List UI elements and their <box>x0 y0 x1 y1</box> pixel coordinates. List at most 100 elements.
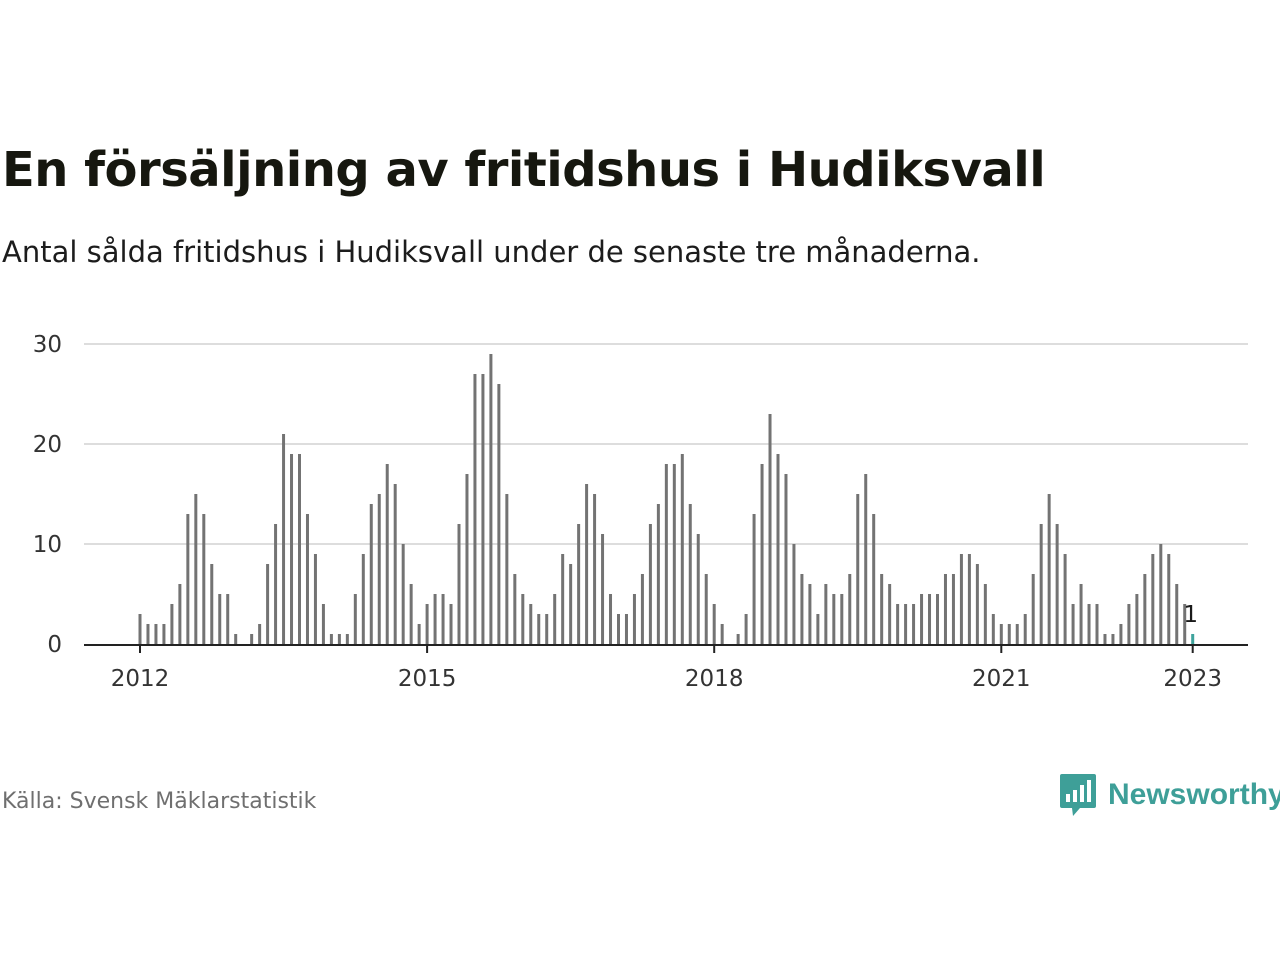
bar <box>345 634 349 644</box>
y-tick-label: 10 <box>33 532 62 558</box>
bar <box>776 454 780 644</box>
bar <box>473 374 477 644</box>
bar <box>170 604 174 644</box>
bar <box>808 584 812 644</box>
bar <box>1119 624 1123 644</box>
bar <box>800 574 804 644</box>
bar <box>632 594 636 644</box>
bar <box>585 484 589 644</box>
bar <box>449 604 453 644</box>
bar <box>441 594 445 644</box>
bar <box>561 554 565 644</box>
x-tick-label: 2012 <box>111 666 170 692</box>
bar <box>967 554 971 644</box>
bar <box>569 564 573 644</box>
bar <box>138 614 142 644</box>
bar <box>521 594 525 644</box>
bar <box>1055 524 1059 644</box>
bar <box>1151 554 1155 644</box>
bar <box>768 414 772 644</box>
bar <box>648 524 652 644</box>
bar <box>178 584 182 644</box>
bar <box>529 604 533 644</box>
bar <box>282 434 286 644</box>
bar <box>904 604 908 644</box>
bar <box>991 614 995 644</box>
y-tick-label: 0 <box>47 632 62 658</box>
bar <box>290 454 294 644</box>
bar <box>329 634 333 644</box>
bar <box>1175 584 1179 644</box>
bar <box>337 634 341 644</box>
bar <box>888 584 892 644</box>
bar <box>688 504 692 644</box>
bar <box>194 494 198 644</box>
y-axis-labels: 0 10 20 30 <box>33 332 62 658</box>
bar <box>784 474 788 644</box>
bar <box>186 514 190 644</box>
bar <box>609 594 613 644</box>
bar <box>656 504 660 644</box>
bar <box>680 454 684 644</box>
x-tick-label: 2015 <box>398 666 457 692</box>
bar <box>377 494 381 644</box>
bar <box>433 594 437 644</box>
brand-logo[interactable]: Newsworthy <box>1058 772 1280 818</box>
bar <box>1023 614 1027 644</box>
bar <box>1159 544 1163 644</box>
bar <box>577 524 581 644</box>
bar <box>353 594 357 644</box>
bar <box>712 604 716 644</box>
bars <box>138 354 1195 644</box>
bar <box>880 574 884 644</box>
bar <box>943 574 947 644</box>
bar <box>1063 554 1067 644</box>
bar <box>816 614 820 644</box>
bar <box>361 554 365 644</box>
bar <box>1087 604 1091 644</box>
bar <box>951 574 955 644</box>
bar <box>1039 524 1043 644</box>
bar <box>912 604 916 644</box>
bar <box>832 594 836 644</box>
bar <box>1143 574 1147 644</box>
bar <box>1007 624 1011 644</box>
bar <box>1015 624 1019 644</box>
bar <box>624 614 628 644</box>
bar <box>1111 634 1115 644</box>
x-axis-labels: 2012 2015 2018 2021 2023 <box>111 645 1222 692</box>
bar <box>553 594 557 644</box>
bar <box>792 544 796 644</box>
x-tick-label: 2021 <box>972 666 1031 692</box>
bar <box>720 624 724 644</box>
bar <box>393 484 397 644</box>
bar <box>672 464 676 644</box>
bar <box>457 524 461 644</box>
newsworthy-logo-icon <box>1060 774 1096 816</box>
bar <box>999 624 1003 644</box>
annotations: 1 <box>1183 602 1198 628</box>
bar <box>1135 594 1139 644</box>
x-tick-label: 2023 <box>1163 666 1222 692</box>
bar <box>736 634 740 644</box>
bar <box>704 574 708 644</box>
bar <box>928 594 932 644</box>
brand-name: Newsworthy <box>1108 778 1280 811</box>
bar <box>298 454 301 644</box>
bar <box>617 614 620 644</box>
bar <box>1047 494 1051 644</box>
bar <box>226 594 230 644</box>
bar <box>401 544 405 644</box>
bar <box>601 534 605 644</box>
bar <box>872 514 876 644</box>
bar <box>664 464 668 644</box>
bar <box>313 554 317 644</box>
bar <box>146 624 150 644</box>
bar <box>640 574 644 644</box>
bar <box>696 534 700 644</box>
bar <box>1031 574 1035 644</box>
bar <box>274 524 278 644</box>
bar <box>840 594 844 644</box>
bar <box>1079 584 1083 644</box>
bar <box>1103 634 1107 644</box>
